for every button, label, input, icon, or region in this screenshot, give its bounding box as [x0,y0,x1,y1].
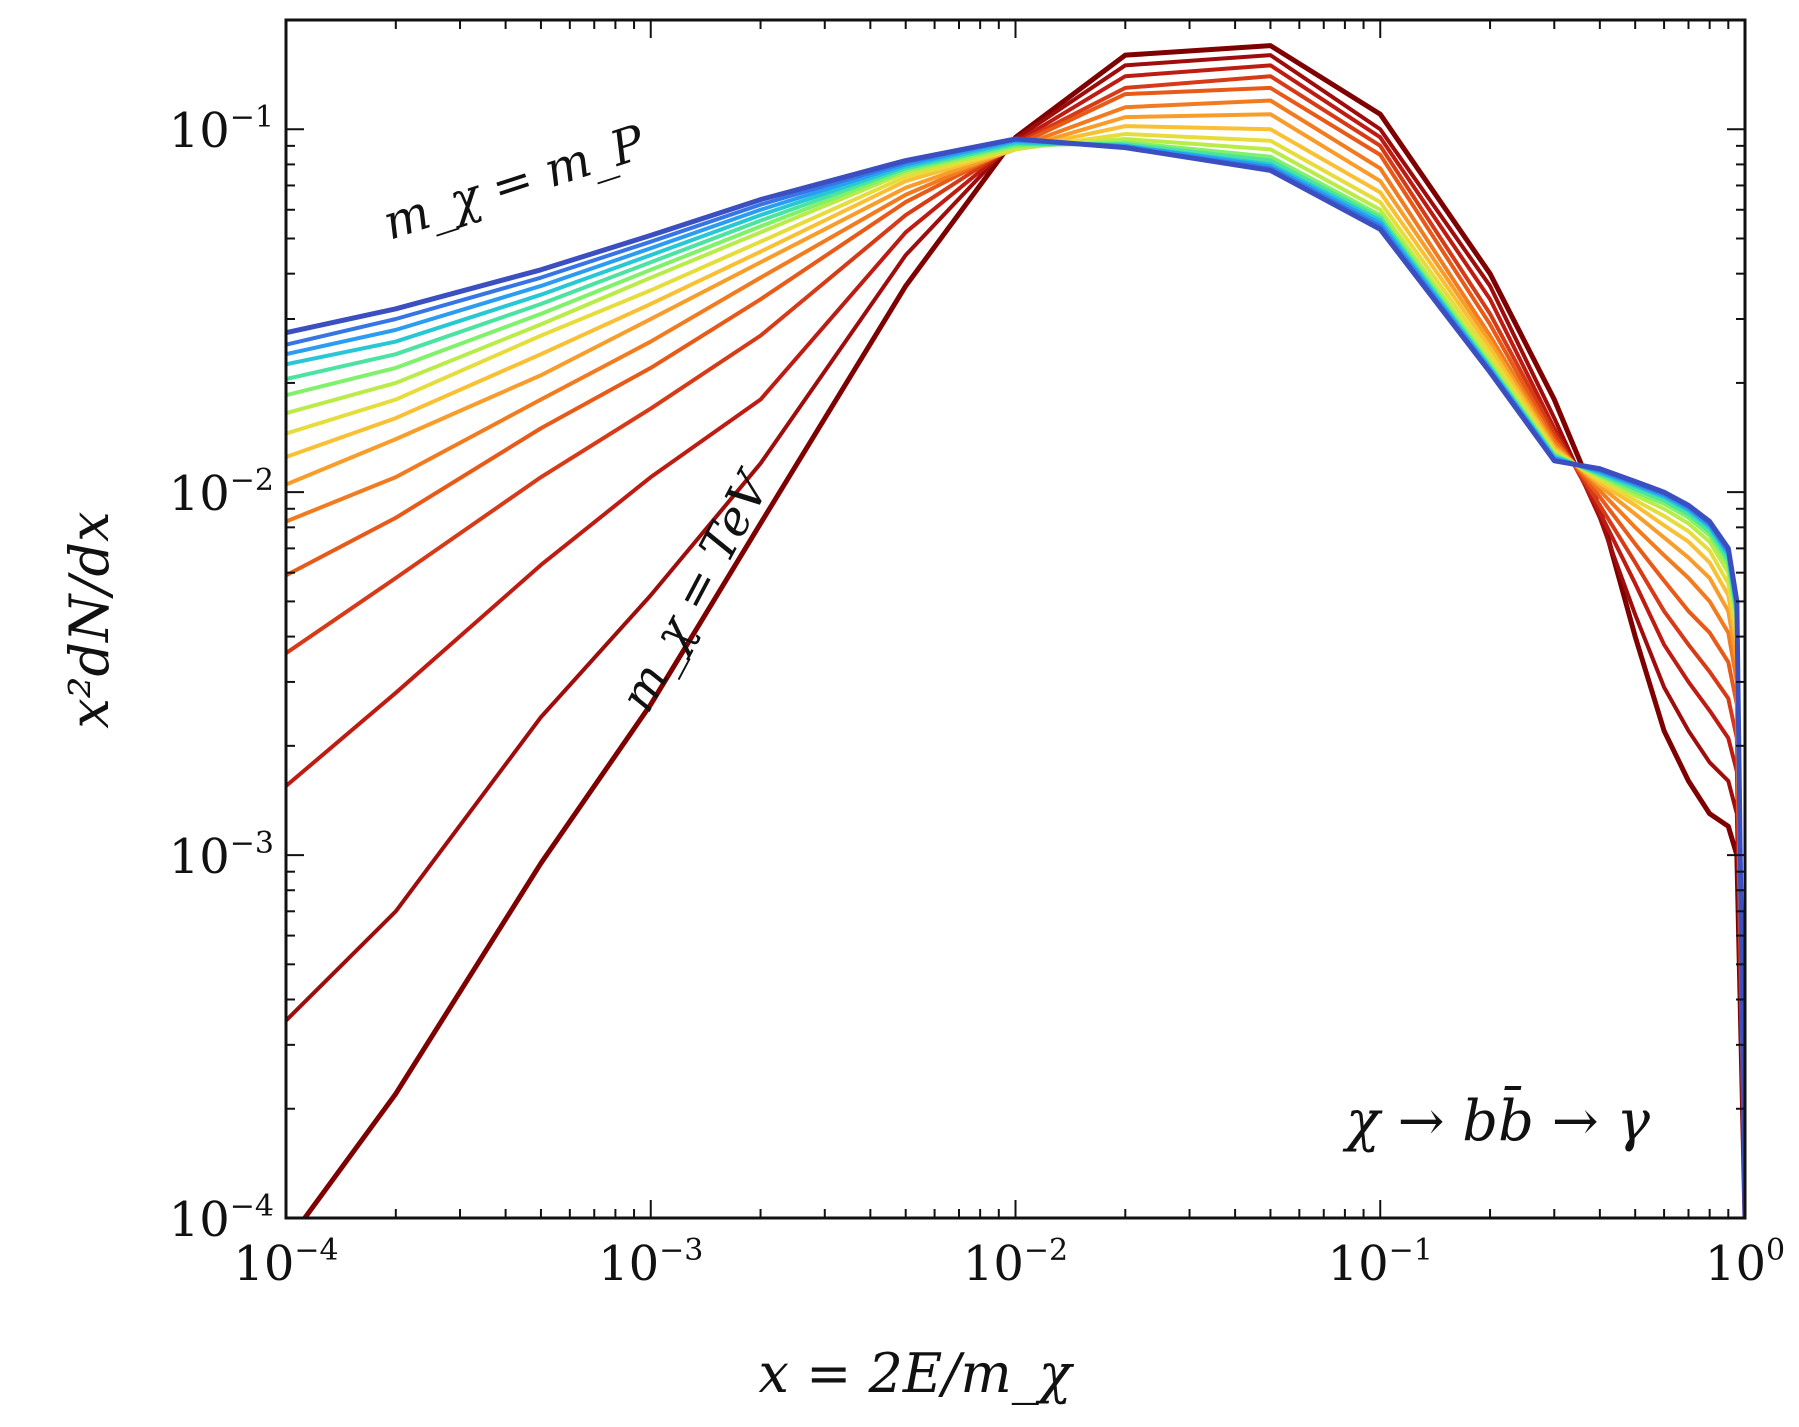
series-line-4 [286,74,1745,1218]
series-line-11 [286,140,1745,1218]
planck-mass-annotation: m_χ = m_P [376,114,652,251]
x-tick-label: 100 [1705,1233,1785,1292]
series-line-13 [286,140,1745,1218]
x-tick-label: 10−1 [1328,1233,1433,1292]
series-line-7 [286,112,1745,1218]
series-line-3 [286,63,1745,1218]
y-tick-label: 10−3 [169,826,274,885]
series-line-10 [286,137,1745,1218]
tev-mass-annotation: m_χ = TeV [609,460,783,720]
series-line-15 [286,137,1745,1218]
series-line-1 [301,43,1745,1218]
y-tick-label: 10−2 [169,463,274,522]
x-axis-title: x = 2E/m_χ [759,1342,1075,1405]
series-line-8 [286,124,1745,1218]
y-tick-label: 10−1 [169,100,274,159]
series-line-14 [286,138,1745,1218]
tick-labels-layer: 10−4 10−3 10−2 10−1 100 10−1 10−2 10−3 10−4 [169,100,1785,1292]
series-line-5 [286,85,1745,1218]
series-line-16 [286,136,1745,1218]
series-line-6 [286,98,1745,1218]
x-tick-label: 10−3 [598,1233,703,1292]
y-axis-title: x²dN/dx [58,511,121,728]
ticks-layer [285,19,1746,1219]
x-tick-label: 10−2 [963,1233,1068,1292]
process-annotation: χ → bb̄ → γ [1342,1085,1651,1154]
series-layer [286,43,1745,1218]
x-tick-label: 10−4 [233,1233,338,1292]
y-tick-label: 10−4 [169,1189,274,1248]
series-line-9 [286,132,1745,1218]
series-line-2 [286,53,1745,1218]
